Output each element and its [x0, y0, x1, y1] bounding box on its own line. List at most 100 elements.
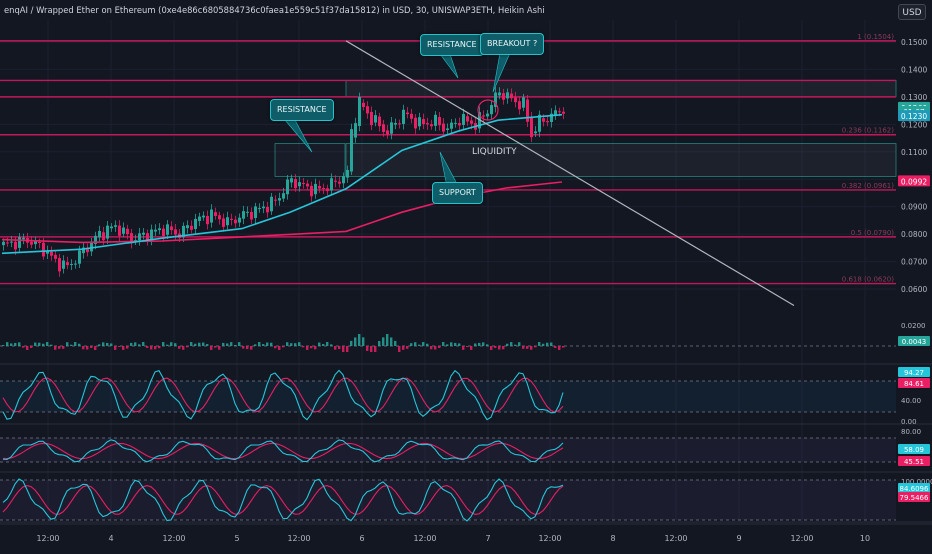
- histogram-bar: [198, 342, 201, 346]
- fib-label: 0.5 (0.0790): [851, 229, 895, 237]
- currency-button[interactable]: USD: [898, 4, 926, 20]
- candle-body: [502, 93, 505, 100]
- oscillator-main-line: [2, 369, 564, 421]
- candle-body: [58, 258, 61, 272]
- time-axis-label: 6: [359, 534, 364, 543]
- indicator-axis-label: 100.0000: [901, 478, 932, 486]
- candle-body: [230, 218, 233, 220]
- price-zone: [345, 143, 897, 177]
- candle-body: [294, 179, 297, 189]
- callout-resistance-left: RESISTANCE: [270, 99, 334, 121]
- candle-body: [186, 225, 189, 229]
- indicator-tag-label: 0.0043: [902, 338, 927, 346]
- candle-body: [226, 217, 229, 226]
- oscillator-signal-line: [2, 485, 564, 515]
- candle-body: [146, 233, 149, 242]
- histogram-bar: [326, 342, 329, 346]
- histogram-bar: [550, 342, 553, 346]
- candle-body: [190, 225, 193, 230]
- histogram-bar: [446, 344, 449, 346]
- candle-body: [318, 185, 321, 189]
- price-axis-label: 0.0600: [901, 285, 927, 294]
- candle-body: [466, 116, 469, 122]
- candle-body: [30, 241, 33, 245]
- histogram-bar: [158, 346, 161, 349]
- candle-body: [114, 225, 117, 227]
- indicator-tag: [898, 483, 930, 493]
- time-axis-label: 8: [610, 534, 615, 543]
- time-axis-label: 12:00: [664, 534, 687, 543]
- histogram-bar: [294, 343, 297, 346]
- oscillator-main-line: [2, 439, 564, 463]
- histogram-bar: [150, 346, 153, 350]
- candle-body: [154, 229, 157, 232]
- histogram-bar: [426, 343, 429, 346]
- price-axis-label: 0.1100: [901, 148, 927, 157]
- histogram-bar: [230, 342, 233, 346]
- candle-body: [158, 228, 161, 231]
- histogram-bar: [234, 344, 237, 346]
- histogram-bar: [478, 342, 481, 346]
- fib-label: 0.382 (0.0961): [842, 182, 894, 190]
- histogram-bar: [510, 342, 513, 346]
- candle-body: [550, 113, 553, 122]
- histogram-bar: [538, 342, 541, 346]
- histogram-bar: [206, 344, 209, 346]
- indicator-tag-label: 94.27: [904, 369, 924, 377]
- candle-body: [306, 183, 309, 187]
- histogram-bar: [118, 346, 121, 348]
- histogram-bar: [554, 346, 557, 348]
- candle-body: [66, 262, 69, 266]
- candle-body: [266, 206, 269, 213]
- candle-body: [446, 128, 449, 130]
- moving-averages: [1, 113, 563, 255]
- histogram-bar: [26, 346, 29, 350]
- indicator-tag: [898, 492, 930, 502]
- histogram-bar: [222, 342, 225, 346]
- candle-body: [206, 215, 209, 225]
- indicator-tag: [898, 378, 930, 388]
- histogram-bar: [494, 346, 497, 348]
- candle-body: [482, 115, 485, 117]
- oscillator-band: [0, 438, 896, 462]
- candle-body: [514, 97, 517, 103]
- candle-body: [86, 248, 89, 253]
- candle-body: [342, 176, 345, 184]
- candle-series: [2, 87, 565, 277]
- histogram-bar: [210, 346, 213, 350]
- candle-body: [546, 121, 549, 123]
- indicator-axis-label: 0.00: [901, 418, 917, 426]
- histogram-bar: [42, 343, 45, 346]
- candle-body: [430, 124, 433, 127]
- time-axis: 12:00 4 12:00 5 12:00 6 12:00 7 12:00 8 12:00 9 12:0…: [0, 523, 932, 543]
- indicator-tag-label: 84.6096: [900, 485, 929, 493]
- candle-body: [378, 116, 381, 127]
- price-axis-label: 0.0900: [901, 203, 927, 212]
- histogram-bar: [266, 342, 269, 346]
- histogram-bar: [282, 346, 285, 348]
- fast-moving-average: [1, 113, 563, 255]
- histogram-bar: [490, 346, 493, 350]
- histogram-bar: [506, 343, 509, 346]
- time-axis-label: 5: [234, 534, 239, 543]
- histogram-bar: [466, 346, 469, 348]
- indicator-axis-label: 40.00: [901, 397, 921, 405]
- candle-body: [254, 206, 257, 218]
- candle-body: [138, 233, 141, 241]
- histogram-bar: [258, 342, 261, 346]
- price-axis: 0.15000.14000.13000.12000.11000.10000.09…: [898, 38, 932, 502]
- price-axis-label: 0.1300: [901, 93, 927, 102]
- histogram-bar: [74, 342, 77, 346]
- histogram-bar: [174, 343, 177, 346]
- candle-body: [506, 92, 509, 99]
- callout-support: SUPPORT: [432, 182, 483, 204]
- candle-body: [526, 99, 529, 122]
- time-axis-label: 10: [860, 534, 870, 543]
- histogram-bar: [398, 346, 401, 352]
- candle-body: [370, 112, 373, 126]
- histogram-bar: [22, 346, 25, 348]
- histogram-bar: [214, 346, 217, 348]
- candle-body: [490, 105, 493, 115]
- indicator-tag: [898, 367, 930, 377]
